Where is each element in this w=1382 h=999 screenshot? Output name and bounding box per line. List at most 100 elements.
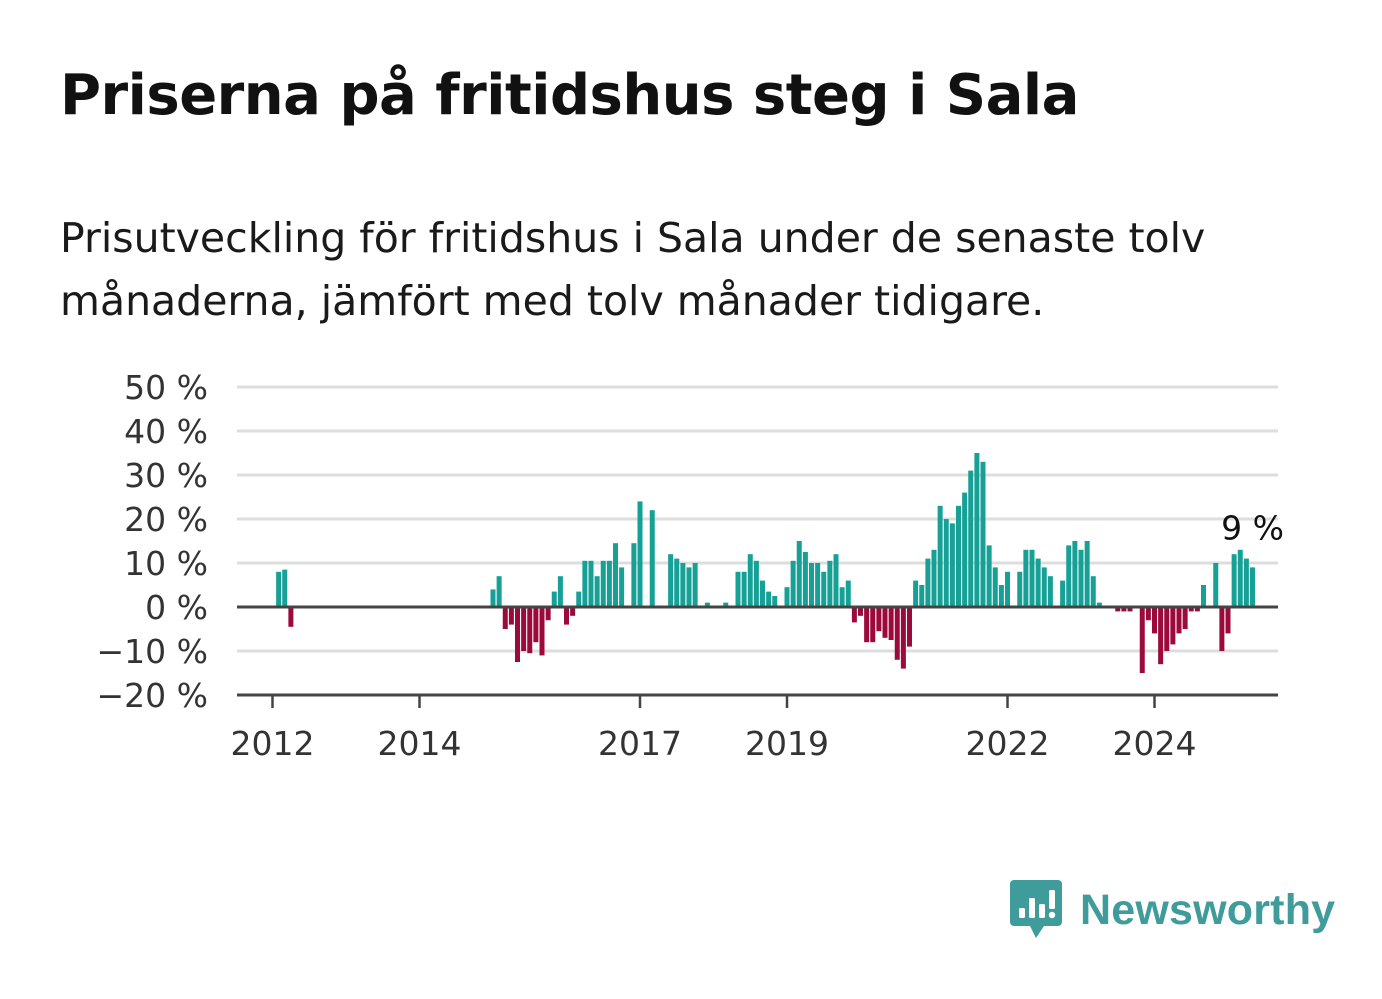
bar [515,607,520,662]
tick-labels: 50 % 40 % 30 % 20 % 10 % 0 % −10 % −20 % 2012 201… [97,368,1284,763]
bar [821,571,827,607]
bar [1096,602,1102,607]
bar [588,560,594,607]
bar [1084,541,1090,607]
bar [637,501,643,607]
bar [839,587,845,607]
bar [502,607,508,629]
bar [968,470,974,607]
bar [582,560,588,607]
bar [992,567,998,607]
bar [858,607,863,616]
bar [827,560,833,607]
newsworthy-brand: Newsworthy [1010,878,1335,942]
bar [809,563,814,607]
bar [864,607,870,643]
bar [766,591,772,607]
bar [1023,549,1029,607]
bar [925,558,931,607]
bar [790,560,796,607]
bar [760,580,765,607]
bar [606,560,612,607]
bar [1158,607,1164,665]
y-tick-label: −20 % [97,676,209,715]
bar [686,567,692,607]
bar [949,523,955,607]
bar [962,492,968,607]
bar [1170,607,1176,645]
y-tick-label: −10 % [97,632,209,671]
bar [631,543,637,607]
bar [527,607,533,654]
bar [1213,563,1219,607]
x-tick-label: 2022 [966,724,1050,763]
bar [931,549,937,607]
bar [1250,567,1255,607]
bar [1066,545,1072,607]
y-tick-label: 20 % [124,500,208,539]
y-tick-label: 0 % [145,588,208,627]
bar [919,585,925,607]
bar [907,607,912,647]
bar [876,607,882,632]
bar [557,576,563,607]
y-tick-label: 10 % [124,544,208,583]
bar [1035,558,1041,607]
x-tick-label: 2017 [598,724,682,763]
bar [735,571,741,607]
bar [533,607,539,643]
x-tick-label: 2012 [231,724,315,763]
bar [545,607,551,621]
bar [680,563,686,607]
bar [894,607,900,660]
bar [490,589,496,607]
bar [613,543,618,607]
bar [956,505,961,607]
bar [1237,549,1243,607]
bar [496,576,502,607]
y-tick-label: 30 % [124,456,208,495]
bar [521,607,527,651]
bar [913,580,919,607]
bar [1152,607,1157,634]
bar [833,554,839,607]
bar [1078,549,1084,607]
bar [1201,585,1206,607]
bar [1243,558,1249,607]
bar [998,585,1004,607]
bar [1017,571,1023,607]
bar [784,587,790,607]
bar [619,567,625,607]
bar [288,607,294,627]
bar [600,560,606,607]
bar [1164,607,1170,651]
y-tick-label: 40 % [124,412,208,451]
bar [649,510,655,607]
bar [576,591,582,607]
bar [282,569,288,607]
y-tick-label: 50 % [124,368,208,407]
bar [1231,554,1237,607]
bars [276,453,1255,673]
bar [937,505,943,607]
bar [692,563,698,607]
bar [1121,607,1127,612]
bar [1115,607,1121,612]
bar [1127,607,1133,612]
bar [564,607,569,625]
bar [594,576,600,607]
last-value-label: 9 % [1221,508,1284,547]
bar [1219,607,1225,651]
bar [772,596,778,607]
brand-name: Newsworthy [1080,885,1336,934]
bar [668,554,674,607]
bar [1182,607,1188,629]
bar [1029,549,1035,607]
bar [1090,576,1096,607]
bar [1041,567,1047,607]
bar [851,607,857,623]
axes [237,605,1278,708]
x-tick-label: 2014 [378,724,462,763]
bar [796,541,802,607]
